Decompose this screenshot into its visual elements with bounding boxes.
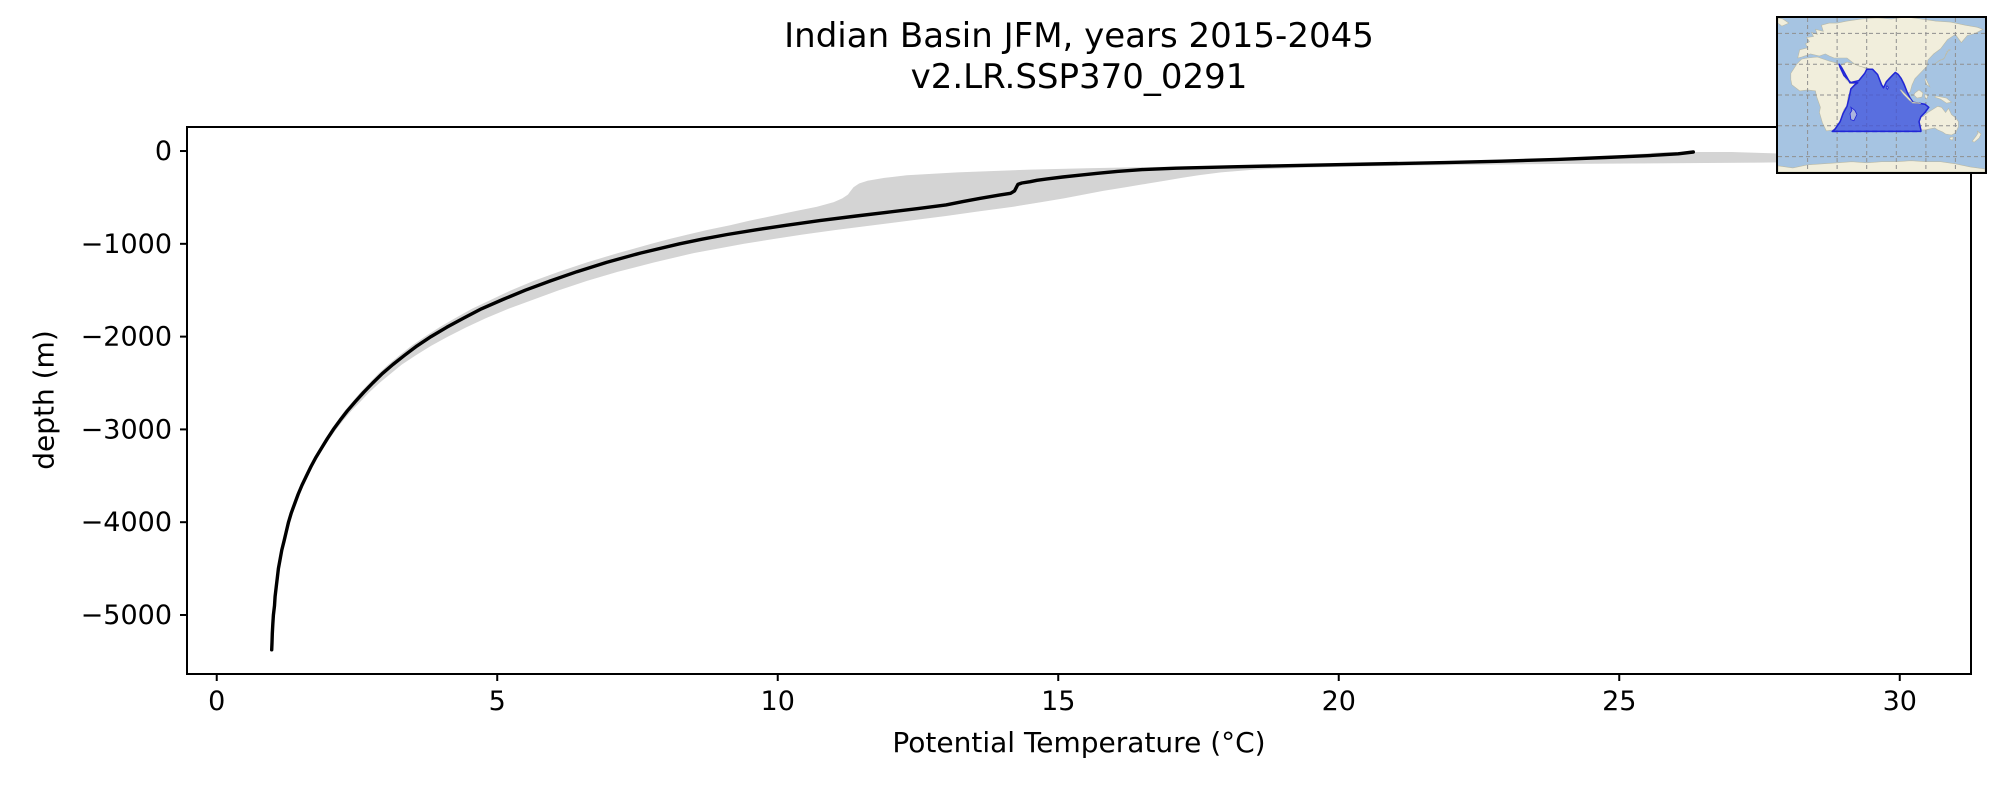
map-landmass	[1971, 130, 1982, 143]
x-tick-label: 20	[1322, 686, 1356, 717]
y-tick-label: −5000	[81, 600, 172, 631]
x-tick-label: 25	[1602, 686, 1636, 717]
map-landmass	[1797, 18, 1984, 94]
map-island	[1911, 101, 1921, 104]
x-tick-label: 15	[1041, 686, 1075, 717]
chart-title-block: Indian Basin JFM, years 2015-2045 v2.LR.…	[187, 16, 1971, 98]
spread-band	[288, 152, 1945, 523]
y-axis-label: depth (m)	[27, 330, 61, 470]
x-axis-label: Potential Temperature (°C)	[892, 726, 1266, 759]
y-tick-label: −2000	[81, 322, 172, 353]
map-island	[1913, 89, 1924, 99]
x-tick-label: 5	[489, 686, 506, 717]
chart-subtitle: v2.LR.SSP370_0291	[910, 57, 1248, 97]
chart-title: Indian Basin JFM, years 2015-2045	[784, 16, 1374, 56]
temperature-profile-line	[270, 150, 1696, 652]
map-landmass	[1949, 136, 1954, 141]
map-landmass	[1778, 160, 1985, 172]
map-island	[1885, 85, 1889, 91]
x-tick-label: 0	[208, 686, 225, 717]
map-island	[1924, 93, 1929, 100]
x-tick-label: 10	[761, 686, 795, 717]
plot-border	[186, 126, 1972, 675]
y-tick-label: −4000	[81, 507, 172, 538]
map-island	[1924, 78, 1931, 88]
map-landmass	[1918, 105, 1959, 136]
y-tick-label: −1000	[81, 229, 172, 260]
y-tick-label: −3000	[81, 414, 172, 445]
map-landmass	[1934, 49, 1951, 65]
map-island	[1934, 95, 1953, 104]
y-tick-label: 0	[155, 136, 172, 167]
map-island	[1849, 106, 1858, 122]
map-landmass	[1778, 18, 1790, 27]
inset-map	[1776, 16, 1987, 174]
x-tick-label: 30	[1883, 686, 1917, 717]
map-island	[1899, 89, 1913, 103]
basin-locator-map-svg	[1778, 18, 1985, 172]
